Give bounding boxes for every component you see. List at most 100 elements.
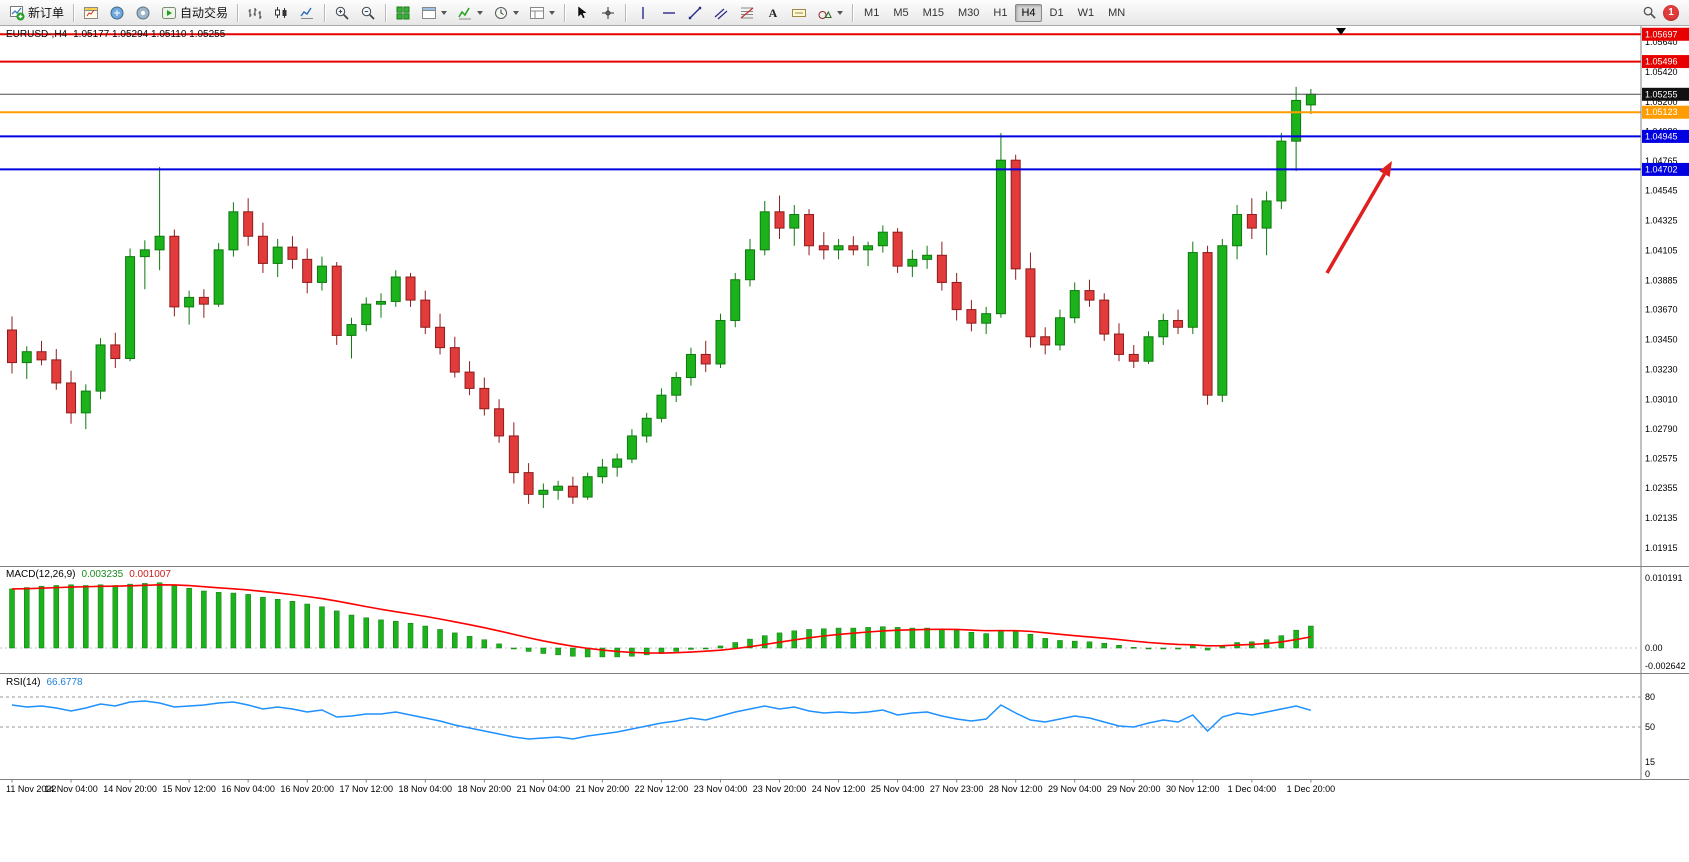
zoom-in-icon <box>335 6 349 20</box>
timeframe-m30-button[interactable]: M30 <box>958 6 980 19</box>
new-order-button-label: 新订单 <box>28 6 65 20</box>
date-label: 15 Nov 12:00 <box>162 784 216 794</box>
price-tick-label: 1.04325 <box>1645 216 1678 226</box>
timeframe-m5-button[interactable]: M5 <box>893 6 909 19</box>
macd-main-value: 0.003235 <box>81 569 124 580</box>
crosshair-icon <box>602 6 615 19</box>
horizontal-line-button[interactable] <box>657 2 681 23</box>
date-label: 30 Nov 12:00 <box>1166 784 1220 794</box>
timeframe-m15-button[interactable]: M15 <box>922 6 944 19</box>
price-badge: 1.05697 <box>1642 27 1689 41</box>
date-label: 21 Nov 04:00 <box>517 784 571 794</box>
date-label: 29 Nov 04:00 <box>1048 784 1102 794</box>
date-label: 18 Nov 20:00 <box>458 784 512 794</box>
price-tick-label: 1.03230 <box>1645 364 1678 374</box>
timeframe-w1-button[interactable]: W1 <box>1077 6 1095 19</box>
toolbar-right: 1 <box>1642 4 1685 21</box>
bar-chart-icon <box>248 7 262 19</box>
candlestick-button[interactable] <box>269 2 293 23</box>
date-label: 16 Nov 20:00 <box>280 784 334 794</box>
date-label: 1 Dec 04:00 <box>1228 784 1277 794</box>
vertical-line-button[interactable] <box>631 2 655 23</box>
svg-text:A: A <box>769 6 778 20</box>
down-arrow-marker[interactable] <box>1336 28 1346 35</box>
svg-text:1.05496: 1.05496 <box>1645 57 1678 67</box>
new-order-icon <box>10 5 25 20</box>
rsi-axis-label: 50 <box>1645 722 1655 732</box>
timeframe-m1-button[interactable]: M1 <box>864 6 880 19</box>
fibonacci-button[interactable] <box>735 2 759 23</box>
chart-area: EURUSD-,H4 1.05177 1.05294 1.05110 1.052… <box>0 26 1689 862</box>
chart-background[interactable] <box>0 26 1689 862</box>
new-order-button[interactable]: 新订单 <box>5 2 68 23</box>
text-button[interactable]: A <box>761 2 785 23</box>
symbol-label: EURUSD-,H4 <box>6 29 68 40</box>
cursor-button[interactable] <box>570 2 594 23</box>
zoom-in-button[interactable] <box>330 2 354 23</box>
text-label-icon <box>792 8 807 17</box>
periods-dropdown[interactable] <box>489 2 523 23</box>
navigator-button[interactable] <box>131 2 155 23</box>
rsi-value: 66.6778 <box>46 677 83 688</box>
profiles-dropdown[interactable] <box>417 2 451 23</box>
rsi-pane: 80 50 15 0 <box>0 692 1655 779</box>
search-icon[interactable] <box>1642 5 1657 20</box>
toolbar: 新订单 自动交易 A M1 M5 M15 M30 H1 H4 D1 W1 MN 1 <box>0 0 1689 26</box>
data-window-button[interactable] <box>105 2 129 23</box>
price-badge: 1.05496 <box>1642 55 1689 69</box>
chart-ohlc-header: EURUSD-,H4 1.05177 1.05294 1.05110 1.052… <box>6 29 225 40</box>
toolbar-separator <box>237 3 239 22</box>
price-tick-label: 1.02790 <box>1645 424 1678 434</box>
macd-label: MACD(12,26,9) 0.003235 0.001007 <box>6 569 171 580</box>
text-label-button[interactable] <box>787 2 811 23</box>
trend-arrow[interactable] <box>1325 161 1392 274</box>
notification-badge[interactable]: 1 <box>1663 4 1679 21</box>
price-badge: 1.04945 <box>1642 129 1689 143</box>
tile-windows-button[interactable] <box>391 2 415 23</box>
date-label: 29 Nov 20:00 <box>1107 784 1161 794</box>
bar-chart-button[interactable] <box>243 2 267 23</box>
macd-signal-value: 0.001007 <box>129 569 171 580</box>
rsi-axis-label: 80 <box>1645 692 1655 702</box>
channel-button[interactable] <box>709 2 733 23</box>
trendline-button[interactable] <box>683 2 707 23</box>
timeframe-d1-button[interactable]: D1 <box>1049 6 1064 19</box>
candlestick-icon <box>275 6 287 18</box>
date-label: 11 Nov 2022 <box>6 784 56 794</box>
timeframe-mn-button[interactable]: MN <box>1108 6 1126 19</box>
rsi-name: RSI(14) <box>6 677 41 688</box>
crosshair-button[interactable] <box>596 2 620 23</box>
toolbar-separator <box>625 3 627 22</box>
price-tick-label: 1.02575 <box>1645 453 1678 463</box>
date-label: 24 Nov 12:00 <box>812 784 866 794</box>
macd-signal-line <box>11 583 1312 654</box>
price-axis[interactable]: 1.056401.054201.052001.049801.047651.045… <box>1640 26 1689 780</box>
date-label: 16 Nov 04:00 <box>221 784 275 794</box>
vline-icon <box>642 6 644 19</box>
autotrading-button[interactable]: 自动交易 <box>157 2 232 23</box>
indicators-dropdown[interactable] <box>453 2 487 23</box>
trendline-icon <box>688 6 702 19</box>
toolbar-buttons: 新订单 自动交易 A M1 M5 M15 M30 H1 H4 D1 W1 MN <box>4 0 1132 25</box>
shapes-dropdown[interactable] <box>813 2 847 23</box>
dropdown-arrow-icon <box>441 10 448 15</box>
date-label: 1 Dec 20:00 <box>1287 784 1336 794</box>
timeframe-h1-button[interactable]: H1 <box>993 6 1008 19</box>
zoom-out-button[interactable] <box>356 2 380 23</box>
svg-text:1.05123: 1.05123 <box>1645 107 1678 117</box>
chart-canvas[interactable]: 1.056401.054201.052001.049801.047651.045… <box>0 26 1689 862</box>
timeframe-h4-button[interactable]: H4 <box>1015 3 1042 22</box>
line-chart-button[interactable] <box>295 2 319 23</box>
text-icon: A <box>769 6 778 20</box>
autotrading-button-label: 自动交易 <box>180 6 229 20</box>
templates-icon <box>530 6 545 19</box>
templates-dropdown[interactable] <box>525 2 559 23</box>
toolbar-separator <box>73 3 75 22</box>
price-badge: 1.05255 <box>1642 87 1689 101</box>
chart-window-button[interactable] <box>79 2 103 23</box>
price-tick-label: 1.04105 <box>1645 246 1678 256</box>
dropdown-arrow-icon <box>513 10 520 15</box>
date-label: 18 Nov 04:00 <box>399 784 453 794</box>
